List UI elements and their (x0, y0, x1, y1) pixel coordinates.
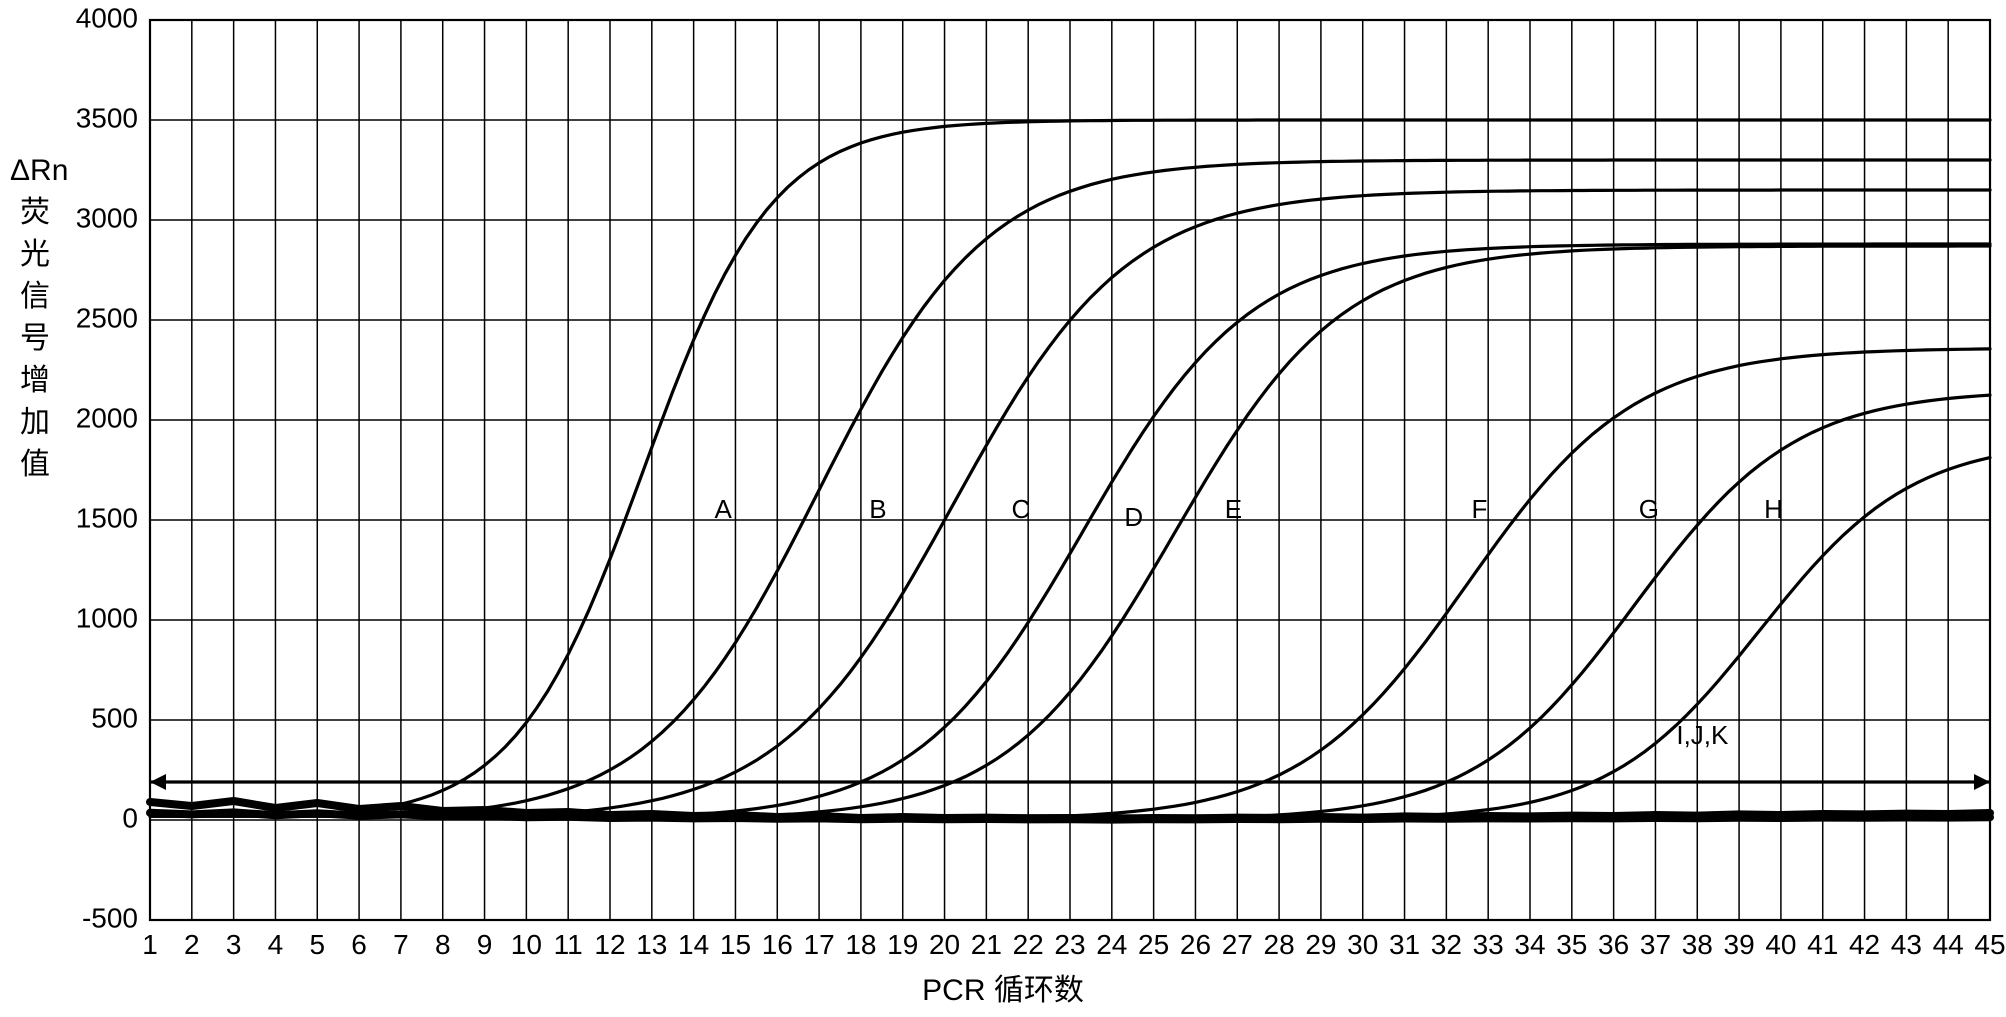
svg-text:23: 23 (1054, 929, 1085, 960)
svg-text:32: 32 (1431, 929, 1462, 960)
svg-text:28: 28 (1264, 929, 1295, 960)
x-axis-label: PCR 循环数 (0, 965, 2006, 1009)
svg-text:17: 17 (804, 929, 835, 960)
svg-text:H: H (1764, 494, 1783, 524)
svg-text:8: 8 (435, 929, 451, 960)
svg-text:19: 19 (887, 929, 918, 960)
svg-text:41: 41 (1807, 929, 1838, 960)
svg-text:30: 30 (1347, 929, 1378, 960)
svg-text:1: 1 (142, 929, 158, 960)
svg-text:E: E (1225, 494, 1242, 524)
svg-text:24: 24 (1096, 929, 1127, 960)
svg-text:7: 7 (393, 929, 409, 960)
svg-text:9: 9 (477, 929, 493, 960)
svg-text:33: 33 (1473, 929, 1504, 960)
y-axis-label-char: 号 (10, 318, 60, 360)
svg-text:44: 44 (1933, 929, 1964, 960)
svg-text:34: 34 (1514, 929, 1545, 960)
svg-text:6: 6 (351, 929, 367, 960)
svg-text:2: 2 (184, 929, 200, 960)
svg-text:36: 36 (1598, 929, 1629, 960)
svg-text:20: 20 (929, 929, 960, 960)
svg-text:21: 21 (971, 929, 1002, 960)
svg-text:14: 14 (678, 929, 709, 960)
svg-text:G: G (1639, 494, 1659, 524)
svg-text:45: 45 (1974, 929, 2005, 960)
svg-text:25: 25 (1138, 929, 1169, 960)
svg-text:22: 22 (1013, 929, 1044, 960)
svg-text:I,J,K: I,J,K (1676, 720, 1729, 750)
svg-text:1000: 1000 (76, 602, 138, 633)
svg-text:39: 39 (1724, 929, 1755, 960)
svg-text:12: 12 (594, 929, 625, 960)
y-axis-label-top: ΔRn (10, 150, 60, 192)
svg-text:27: 27 (1222, 929, 1253, 960)
y-axis-label-char: 增 (10, 360, 60, 402)
svg-text:31: 31 (1389, 929, 1420, 960)
svg-text:4: 4 (268, 929, 284, 960)
svg-text:10: 10 (511, 929, 542, 960)
svg-text:D: D (1124, 502, 1143, 532)
y-axis-label-block: ΔRn 荧 光 信 号 增 加 值 (10, 150, 60, 486)
y-axis-label-char: 值 (10, 444, 60, 486)
y-axis-label-char: 光 (10, 234, 60, 276)
svg-text:40: 40 (1765, 929, 1796, 960)
svg-text:3000: 3000 (76, 202, 138, 233)
svg-text:26: 26 (1180, 929, 1211, 960)
svg-text:16: 16 (762, 929, 793, 960)
pcr-amplification-chart: -500050010001500200025003000350040001234… (0, 0, 2006, 1017)
svg-text:15: 15 (720, 929, 751, 960)
svg-text:18: 18 (845, 929, 876, 960)
svg-text:2500: 2500 (76, 302, 138, 333)
svg-text:43: 43 (1891, 929, 1922, 960)
svg-text:-500: -500 (82, 902, 138, 933)
svg-text:0: 0 (122, 802, 138, 833)
svg-text:5: 5 (309, 929, 325, 960)
y-axis-label-char: 信 (10, 276, 60, 318)
svg-text:42: 42 (1849, 929, 1880, 960)
svg-text:35: 35 (1556, 929, 1587, 960)
svg-text:A: A (715, 494, 733, 524)
svg-text:1500: 1500 (76, 502, 138, 533)
svg-text:500: 500 (91, 702, 138, 733)
svg-text:11: 11 (554, 929, 583, 960)
svg-text:13: 13 (636, 929, 667, 960)
svg-text:37: 37 (1640, 929, 1671, 960)
svg-text:38: 38 (1682, 929, 1713, 960)
svg-text:4000: 4000 (76, 2, 138, 33)
svg-text:3: 3 (226, 929, 242, 960)
svg-text:B: B (869, 494, 886, 524)
svg-text:3500: 3500 (76, 102, 138, 133)
svg-text:F: F (1471, 494, 1487, 524)
y-axis-label-char: 加 (10, 402, 60, 444)
svg-text:29: 29 (1305, 929, 1336, 960)
svg-text:C: C (1011, 494, 1030, 524)
y-axis-label-char: 荧 (10, 192, 60, 234)
svg-text:2000: 2000 (76, 402, 138, 433)
chart-container: ΔRn 荧 光 信 号 增 加 值 -500050010001500200025… (0, 0, 2006, 1017)
